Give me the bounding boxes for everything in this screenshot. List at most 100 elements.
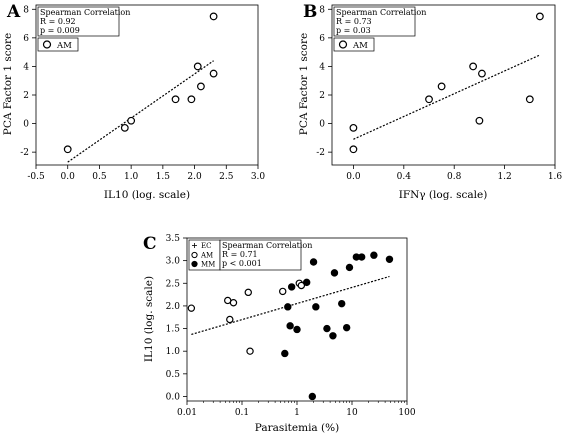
panel-b-x-tick-label: 0.8 [447, 172, 462, 182]
panel-c-point-mm [286, 322, 294, 330]
panel-a-y-tick-label: -2 [20, 148, 29, 158]
panel-c: C 0.01 0.1 1 10 100 0.0 0.5 1.0 1.5 2.0 2.5 3.0 3.5… [143, 234, 416, 434]
panel-c-point-mm [284, 303, 292, 311]
panel-a-y-axis-title: PCA Factor 1 score [2, 33, 14, 135]
panel-c-y-ticks: 0.0 0.5 1.0 1.5 2.0 2.5 3.0 3.5 [166, 234, 187, 402]
panel-a-point-am [193, 62, 202, 71]
panel-c-legend-marker-am [191, 251, 198, 259]
panel-c-point-mm [357, 253, 366, 261]
panel-a-y-tick-label: 6 [23, 34, 29, 44]
panel-a-point-am [120, 123, 129, 132]
panel-a-stats-box [37, 6, 120, 37]
panel-b-x-tick-label: 1.2 [497, 172, 511, 182]
panel-b-y-tick-label: -2 [316, 148, 325, 158]
panel-c-point-am [297, 281, 306, 290]
panel-a-point-am [63, 145, 72, 154]
panel-c-x-tick-label: 100 [398, 408, 415, 418]
panel-b-point-am [475, 116, 484, 125]
panel-b-y-tick-label: 0 [319, 120, 325, 130]
panel-b-point-am [525, 95, 534, 104]
panel-b-x-tick-label: 1.6 [548, 172, 563, 182]
panel-b-points [349, 12, 544, 154]
panel-a-points [63, 12, 218, 154]
panel-c-point-am [229, 299, 238, 307]
panel-c-point-am [244, 288, 252, 297]
panel-a: A -0.5 0.0 0.5 1.0 1.5 2.0 2.5 3.0 -2 0 2 4 6 8 IL10… [2, 2, 265, 201]
panel-b-y-tick-label: 6 [319, 34, 325, 44]
panel-c-point-mm [309, 258, 318, 266]
panel-c-x-ticks: 0.01 0.1 1 10 100 [177, 401, 416, 418]
panel-a-point-am [187, 95, 196, 104]
panel-b-y-tick-label: 2 [319, 91, 325, 101]
panel-c-point-mm [342, 323, 351, 332]
panel-b-x-tick-label: 0.4 [397, 172, 412, 182]
panel-a-point-am [209, 69, 218, 78]
panel-b-trendline [353, 54, 541, 140]
panel-b-point-am [478, 69, 486, 78]
panel-a-y-tick-label: 2 [23, 91, 29, 101]
panel-c-x-tick-label: 0.01 [177, 408, 197, 418]
panel-c-y-tick-label: 2.5 [166, 279, 181, 289]
panel-a-x-tick-label: 0.5 [92, 172, 107, 182]
panel-c-stats-box [219, 239, 302, 271]
panel-c-point-mm [330, 269, 339, 277]
panel-b-stats-title: Spearman Correlation [336, 8, 426, 17]
panel-c-legend-label-am: AM [200, 252, 213, 260]
panel-a-x-tick-label: 1.0 [124, 172, 139, 182]
panel-a-x-tick-label: 3.0 [251, 172, 266, 182]
panel-a-point-am [209, 12, 218, 21]
panel-a-letter: A [6, 2, 21, 22]
panel-c-point-mm [287, 283, 296, 291]
panel-a-x-axis-title: IL10 (log. scale) [104, 189, 190, 201]
panel-c-point-mm [293, 325, 301, 334]
panel-a-stats-r: R = 0.92 [40, 17, 76, 26]
panel-c-point-mm [323, 324, 331, 333]
panel-b-x-axis-title: IFNγ (log. scale) [399, 189, 488, 201]
panel-b: B 0.0 0.4 0.8 1.2 1.6 -2 0 2 4 6 8 IFNγ (log. sca… [298, 2, 562, 201]
panel-b-y-tick-label: 8 [319, 5, 325, 15]
panel-a-point-am [127, 116, 136, 125]
panel-a-y-tick-label: 0 [23, 120, 29, 130]
panel-c-y-axis-title: IL10 (log. scale) [143, 276, 155, 362]
panel-c-stats-p: p < 0.001 [222, 259, 262, 268]
panel-c-point-mm [370, 251, 378, 259]
panel-b-y-axis-title: PCA Factor 1 score [298, 33, 310, 135]
panel-c-y-tick-label: 1.5 [166, 325, 181, 335]
panel-a-y-tick-label: 4 [23, 62, 29, 72]
panel-a-stats-title: Spearman Correlation [40, 8, 130, 17]
panel-c-x-tick-label: 10 [346, 408, 358, 418]
panel-c-x-axis-title: Parasitemia (%) [255, 422, 339, 434]
panel-b-point-am [437, 82, 446, 91]
panel-c-points [187, 251, 394, 401]
panel-c-point-am [187, 304, 196, 312]
panel-b-y-tick-label: 4 [319, 62, 325, 72]
panel-b-point-am [349, 123, 358, 132]
panel-c-y-tick-label: 3.0 [166, 257, 181, 267]
panel-a-plot-frame [35, 4, 259, 166]
panel-c-legend-label-ec: EC [201, 242, 211, 250]
panel-a-y-ticks: -2 0 2 4 6 8 [20, 5, 36, 158]
panel-c-y-tick-label: 3.5 [166, 234, 181, 244]
panel-a-point-am [171, 95, 180, 104]
panel-c-legend-marker-ec [192, 243, 197, 248]
panel-b-point-am [469, 62, 478, 71]
panel-a-x-tick-label: 2.5 [219, 172, 234, 182]
panel-c-y-tick-label: 0.5 [166, 370, 181, 380]
panel-a-point-am [197, 82, 205, 91]
panel-c-point-am [246, 347, 254, 355]
panel-c-point-mm [345, 263, 354, 272]
panel-a-x-tick-label: 0.0 [61, 172, 76, 182]
panel-b-point-am [535, 12, 544, 21]
panel-a-x-tick-label: -0.5 [27, 172, 45, 182]
panel-b-plot-frame [331, 4, 556, 166]
panel-c-stats-title: Spearman Correlation [222, 241, 312, 250]
panel-b-point-am [425, 95, 433, 104]
panel-a-x-tick-label: 1.5 [156, 172, 171, 182]
panel-b-x-tick-label: 0.0 [346, 172, 361, 182]
panel-c-point-am [226, 315, 234, 324]
panel-b-x-ticks: 0.0 0.4 0.8 1.2 1.6 [346, 165, 562, 182]
panel-a-x-ticks: -0.5 0.0 0.5 1.0 1.5 2.0 2.5 3.0 [27, 165, 265, 182]
panel-c-legend-label-mm: MM [201, 261, 215, 269]
panel-a-y-tick-label: 8 [23, 5, 29, 15]
panel-c-legend-marker-mm [191, 260, 198, 268]
